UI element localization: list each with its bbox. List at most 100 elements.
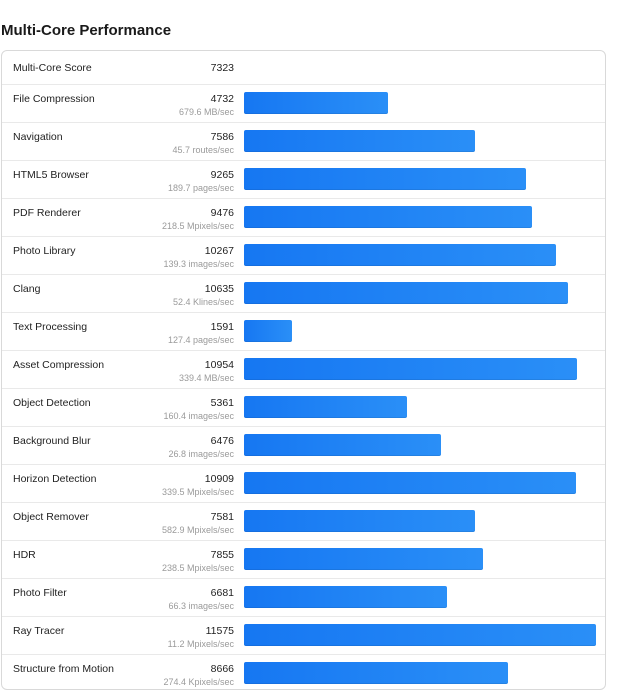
benchmark-row: Photo Filter 6681 66.3 images/sec [2,578,605,616]
bar-track [244,472,597,495]
benchmark-label: Navigation [13,131,63,143]
score-bar [244,130,475,152]
benchmark-score: 7581 [210,511,234,523]
benchmark-score: 7586 [210,131,234,143]
benchmark-row: Text Processing 1591 127.4 pages/sec [2,312,605,350]
bar-track [244,510,597,533]
summary-score: 7323 [210,62,234,74]
score-bar [244,510,475,532]
benchmark-score: 9265 [210,169,234,181]
benchmark-score: 9476 [210,207,234,219]
benchmark-label: Clang [13,283,41,295]
benchmark-label: Asset Compression [13,359,105,371]
results-table: Multi-Core Score 7323 File Compression 47… [1,50,606,690]
summary-label: Multi-Core Score [13,62,92,74]
benchmark-rate: 679.6 MB/sec [178,107,234,117]
benchmark-rate: 45.7 routes/sec [172,145,234,155]
benchmark-rate: 218.5 Mpixels/sec [161,221,234,231]
score-bar [244,282,568,304]
benchmark-score: 10909 [204,473,234,485]
benchmark-label: Object Remover [13,511,89,523]
benchmark-row: Ray Tracer 11575 11.2 Mpixels/sec [2,616,605,654]
benchmark-score: 10954 [204,359,234,371]
benchmark-row: Navigation 7586 45.7 routes/sec [2,122,605,160]
benchmark-label: HDR [13,549,36,561]
score-bar [244,396,407,418]
benchmark-label: Photo Filter [13,587,67,599]
bar-track [244,586,597,609]
bar-track [244,624,597,647]
benchmark-label: PDF Renderer [13,207,81,219]
bar-track [244,206,597,229]
benchmark-row: HDR 7855 238.5 Mpixels/sec [2,540,605,578]
benchmark-rate: 52.4 Klines/sec [172,297,234,307]
benchmark-label: File Compression [13,93,95,105]
bar-track [244,358,597,381]
benchmark-score: 11575 [205,625,234,637]
benchmark-rate: 274.4 Kpixels/sec [163,677,234,687]
benchmark-label: Horizon Detection [13,473,97,485]
score-bar [244,92,388,114]
benchmark-row: Object Remover 7581 582.9 Mpixels/sec [2,502,605,540]
score-bar [244,206,532,228]
benchmark-row: Horizon Detection 10909 339.5 Mpixels/sec [2,464,605,502]
score-bar [244,662,508,684]
summary-row: Multi-Core Score 7323 [2,51,605,84]
bar-track [244,662,597,685]
benchmark-rows: File Compression 4732 679.6 MB/sec Navigati… [2,84,605,689]
benchmark-rate: 66.3 images/sec [168,601,234,611]
benchmark-label: Background Blur [13,435,91,447]
bar-track [244,434,597,457]
benchmark-rate: 189.7 pages/sec [167,183,234,193]
benchmark-label: Object Detection [13,397,91,409]
benchmark-score: 7855 [210,549,234,561]
benchmark-rate: 26.8 images/sec [168,449,234,459]
benchmark-score: 5361 [210,397,234,409]
bar-track [244,548,597,571]
benchmark-row: Structure from Motion 8666 274.4 Kpixels/s… [2,654,605,689]
benchmark-row: Clang 10635 52.4 Klines/sec [2,274,605,312]
benchmark-score: 6681 [210,587,234,599]
score-bar [244,358,577,380]
benchmark-label: Text Processing [13,321,88,333]
benchmark-score: 6476 [210,435,234,447]
score-bar [244,548,483,570]
benchmark-rate: 238.5 Mpixels/sec [161,563,234,573]
benchmark-rate: 160.4 images/sec [163,411,234,421]
bar-track [244,92,597,115]
score-bar [244,434,441,456]
score-bar [244,168,526,190]
benchmark-row: File Compression 4732 679.6 MB/sec [2,84,605,122]
benchmark-label: Ray Tracer [13,625,65,637]
benchmark-rate: 127.4 pages/sec [167,335,234,345]
benchmark-label: Structure from Motion [13,663,114,675]
bar-track [244,130,597,153]
benchmark-row: Object Detection 5361 160.4 images/sec [2,388,605,426]
benchmark-rate: 582.9 Mpixels/sec [161,525,234,535]
benchmark-score: 10635 [204,283,234,295]
benchmark-score: 4732 [210,93,234,105]
benchmark-score: 10267 [204,245,234,257]
score-bar [244,586,447,608]
bar-track [244,396,597,419]
benchmark-row: HTML5 Browser 9265 189.7 pages/sec [2,160,605,198]
benchmark-row: Background Blur 6476 26.8 images/sec [2,426,605,464]
bar-track [244,244,597,267]
benchmark-rate: 11.2 Mpixels/sec [167,639,234,649]
benchmark-rate: 139.3 images/sec [163,259,234,269]
bar-track [244,168,597,191]
benchmark-label: Photo Library [13,245,76,257]
bar-track [244,282,597,305]
score-bar [244,472,576,494]
score-bar [244,244,556,266]
benchmark-row: Asset Compression 10954 339.4 MB/sec [2,350,605,388]
benchmark-row: PDF Renderer 9476 218.5 Mpixels/sec [2,198,605,236]
score-bar [244,624,596,646]
bar-track [244,320,597,343]
benchmark-rate: 339.5 Mpixels/sec [161,487,234,497]
benchmark-row: Photo Library 10267 139.3 images/sec [2,236,605,274]
benchmark-rate: 339.4 MB/sec [178,373,234,383]
benchmark-label: HTML5 Browser [13,169,89,181]
benchmark-score: 1591 [210,321,234,333]
benchmark-score: 8666 [210,663,234,675]
